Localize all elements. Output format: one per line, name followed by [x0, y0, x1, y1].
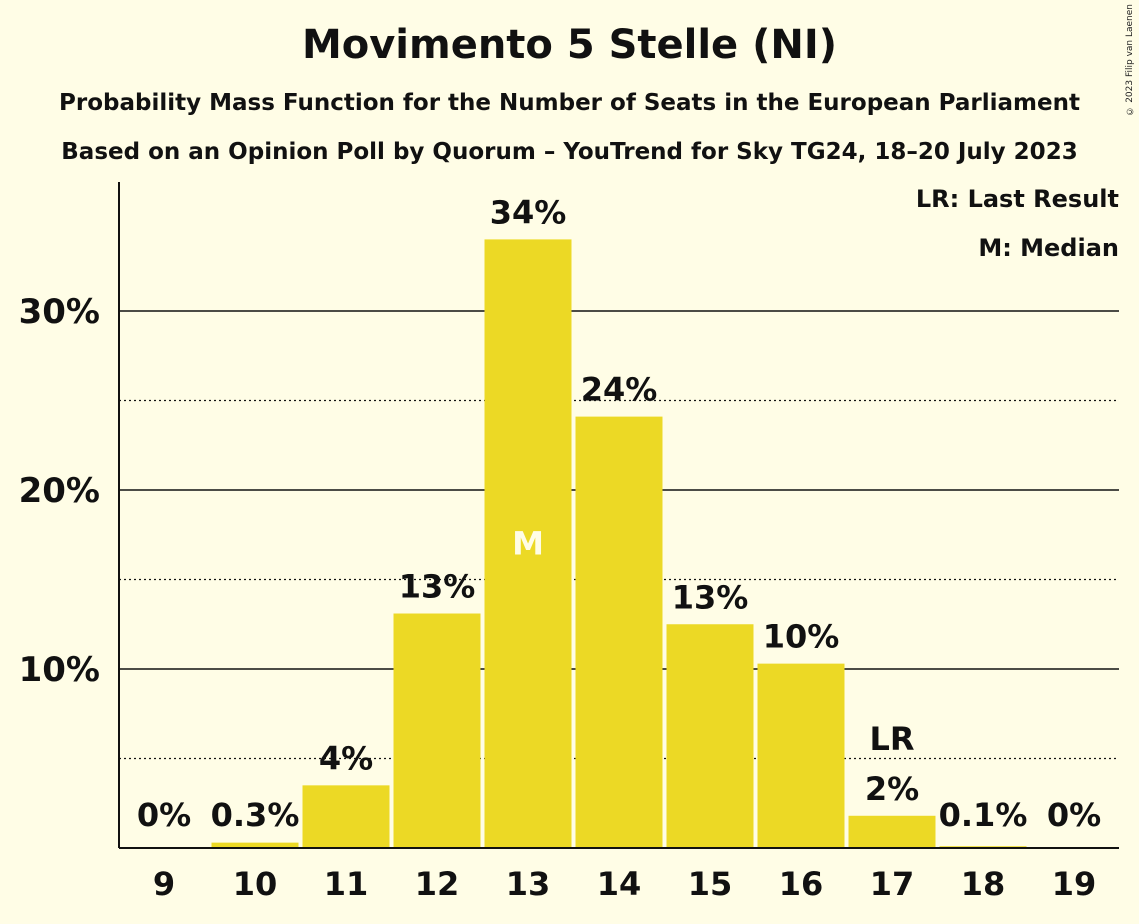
x-tick-label: 17 [870, 865, 915, 903]
y-tick-label: 30% [19, 292, 100, 332]
legend-last-result: LR: Last Result [915, 185, 1119, 213]
x-tick-label: 19 [1052, 865, 1097, 903]
last-result-marker: LR [869, 720, 914, 758]
data-label: 4% [319, 739, 373, 777]
x-tick-label: 10 [233, 865, 278, 903]
bar [757, 663, 845, 848]
bar [302, 785, 390, 848]
y-tick-label: 20% [19, 471, 100, 511]
x-tick-label: 9 [153, 865, 175, 903]
x-tick-label: 13 [506, 865, 551, 903]
bar [666, 624, 754, 848]
x-tick-label: 14 [597, 865, 642, 903]
data-label: 34% [490, 193, 567, 231]
bar [484, 239, 572, 848]
y-tick-label: 10% [19, 650, 100, 690]
chart-title: Movimento 5 Stelle (NI) [301, 22, 838, 68]
bar [848, 815, 936, 848]
chart-subtitle: Probability Mass Function for the Number… [59, 90, 1080, 116]
x-tick-label: 12 [415, 865, 460, 903]
data-label: 2% [865, 770, 919, 808]
data-label: 10% [763, 618, 840, 656]
data-label: 0.3% [211, 796, 300, 834]
bar [211, 842, 299, 848]
data-label: 0% [1047, 796, 1101, 834]
data-label: 24% [581, 371, 658, 409]
data-label: 13% [672, 578, 749, 616]
legend-median: M: Median [978, 234, 1119, 262]
data-label: 13% [399, 568, 476, 606]
x-tick-label: 15 [688, 865, 733, 903]
x-tick-label: 16 [779, 865, 824, 903]
median-marker: M [512, 525, 544, 563]
data-label: 0% [137, 796, 191, 834]
bar [393, 613, 481, 848]
x-tick-label: 18 [961, 865, 1006, 903]
x-tick-label: 11 [324, 865, 369, 903]
bar [575, 416, 663, 848]
chart-source-note: Based on an Opinion Poll by Quorum – You… [61, 139, 1078, 165]
data-label: 0.1% [939, 796, 1028, 834]
